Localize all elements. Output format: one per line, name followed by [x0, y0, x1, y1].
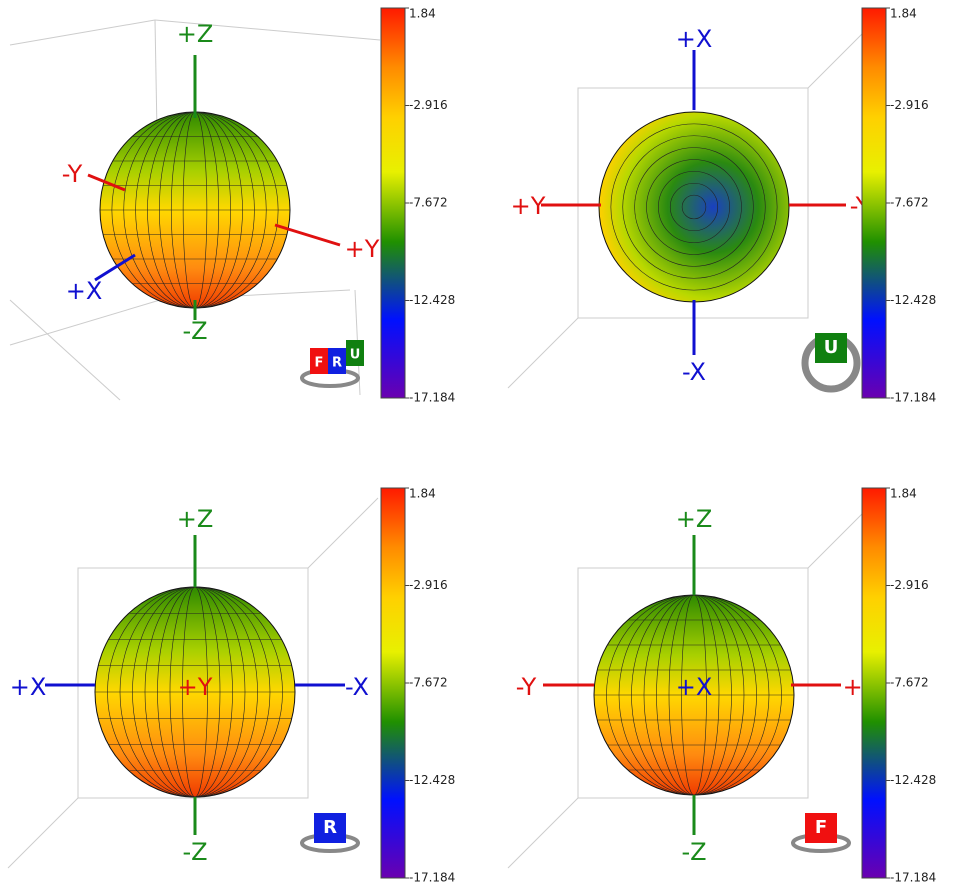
colorbar-tick-label: -17.184: [890, 871, 936, 885]
colorbar-tick-label: 1.84: [890, 487, 917, 501]
axis-label: -Z: [681, 838, 706, 866]
axis-label: -X: [345, 673, 369, 701]
colorbar-tick-label: 1.84: [409, 487, 436, 501]
colorbar-tick-label: 1.84: [409, 7, 436, 21]
mesh-line: [646, 159, 742, 255]
axis-label: +Y: [178, 673, 213, 701]
colorbar-tick-label: -17.184: [890, 391, 936, 405]
axis-label: +X: [66, 277, 103, 305]
view-cube-face[interactable]: [346, 340, 364, 366]
mesh-line: [610, 123, 778, 291]
panel: +X+Y -Y-XU1.84-2.916-7.672-12.428-17.184: [507, 7, 936, 405]
colorbar-tick-label: -7.672: [409, 196, 448, 210]
colorbar-tick-label: -2.916: [890, 98, 929, 112]
view-cube-letter: R: [323, 817, 337, 838]
colorbar-tick-label: -17.184: [409, 871, 455, 885]
colorbar-tick-label: -17.184: [409, 391, 455, 405]
panel: +Z -Y +Y +X -Z F RU 1.84 -2.916 -7.672 -12.428 -17.…: [9, 7, 455, 405]
colorbar-tick-label: -2.916: [890, 578, 929, 592]
colorbar: [380, 487, 406, 879]
frame: [9, 19, 156, 46]
axis-line: [94, 253, 136, 282]
view-cube-face[interactable]: [805, 813, 837, 843]
view-cube-face[interactable]: [314, 813, 346, 843]
colorbar-tick-label: -7.672: [409, 676, 448, 690]
panel: +Z +X +Y -X -Z R 1.84 -2.916 -7.672 -12.428 -17.18…: [7, 487, 455, 885]
frame: [9, 299, 121, 401]
colorbar-tick-label: -12.428: [890, 293, 936, 307]
view-cube-face[interactable]: [328, 348, 346, 374]
view-cube-letter: F: [815, 817, 827, 838]
axis-line: [274, 223, 341, 247]
colorbar-tick-label: 1.84: [890, 7, 917, 21]
axis-label: +Z: [177, 505, 214, 533]
frame: [7, 797, 79, 869]
view-cube-letter: R: [332, 356, 342, 371]
axis-label: +X: [10, 673, 47, 701]
frame: [507, 317, 579, 389]
colorbar-tick-label: -2.916: [409, 578, 448, 592]
colorbar: [380, 7, 406, 399]
axis-label: +X: [676, 673, 713, 701]
frame: [507, 797, 579, 869]
mesh-line: [658, 171, 730, 243]
axis-line: [87, 173, 126, 192]
colorbar-tick-label: -12.428: [409, 773, 455, 787]
view-cube-letter: U: [350, 348, 361, 363]
mesh-line: [681, 194, 707, 220]
pattern-surface: [598, 111, 790, 303]
frame: [154, 19, 381, 41]
axis-label: +Y: [345, 235, 380, 263]
axis-label: +Z: [676, 505, 713, 533]
axis-label: +Y: [511, 192, 546, 220]
axis-label: -X: [682, 358, 706, 386]
colorbar-tick-label: -12.428: [890, 773, 936, 787]
colorbar: [861, 7, 887, 399]
colorbar-tick-label: -7.672: [890, 676, 929, 690]
frame: [9, 299, 161, 346]
axis-label: +Z: [177, 20, 214, 48]
view-cube-letter: U: [824, 337, 839, 358]
axis-label: -Z: [182, 838, 207, 866]
panel: +Z-Y +X +Y-ZF1.84-2.916-7.672-12.428-17.18…: [507, 487, 936, 885]
colorbar-tick-label: -2.916: [409, 98, 448, 112]
colorbar: [861, 487, 887, 879]
axis-label: -Y: [516, 673, 537, 701]
mesh-line: [622, 135, 766, 279]
view-cube-face[interactable]: [815, 333, 847, 363]
view-cube-face[interactable]: [310, 348, 328, 374]
mesh-line: [634, 147, 754, 267]
frame: [77, 567, 309, 799]
colorbar-tick-label: -12.428: [409, 293, 455, 307]
axis-label: -Y: [62, 160, 83, 188]
view-cube-letter: F: [315, 356, 324, 371]
frame: [307, 497, 379, 569]
colorbar-tick-label: -7.672: [890, 196, 929, 210]
axis-label: -Z: [182, 317, 207, 345]
mesh-line: [669, 182, 719, 232]
axis-label: +X: [676, 25, 713, 53]
